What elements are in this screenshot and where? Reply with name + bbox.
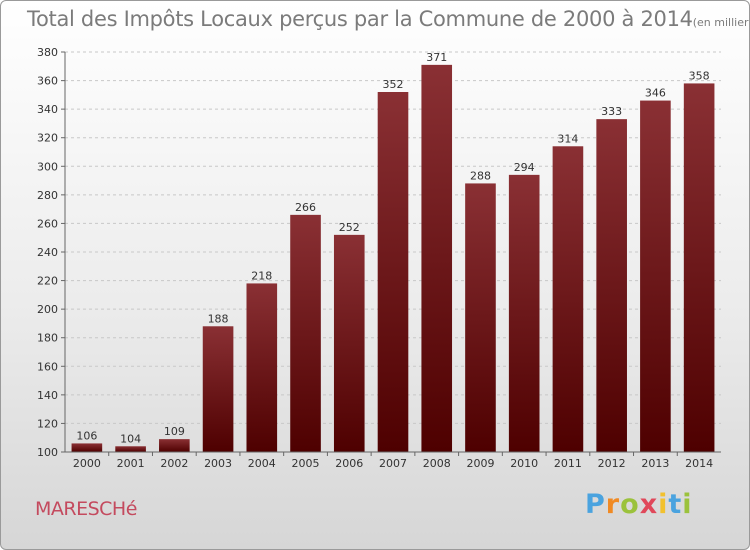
- y-tick-label-280: 280: [37, 189, 58, 202]
- y-tick-label-320: 320: [37, 132, 58, 145]
- x-tick-label-2003: 2003: [204, 457, 232, 470]
- x-tick-label-2007: 2007: [379, 457, 407, 470]
- value-label-2005: 266: [295, 201, 316, 214]
- commune-name: MARESCHé: [35, 498, 137, 520]
- x-axis: 2000 2001 2002 2003 2004 2005 2006 2007 2008 2009…: [65, 451, 721, 470]
- y-tick-label-340: 340: [37, 103, 58, 116]
- x-tick-label-2009: 2009: [466, 457, 494, 470]
- y-tick-label-100: 100: [37, 446, 58, 459]
- value-label-2008: 371: [426, 51, 447, 64]
- x-tick-label-2004: 2004: [248, 457, 276, 470]
- y-axis: 100 120 140 160 180 200 220 240 260 280 300 320 340 3…: [37, 46, 66, 459]
- bar-2004: [246, 283, 278, 452]
- bar-2005: [290, 214, 321, 452]
- logo-letter: r: [605, 489, 621, 520]
- bar-2006: [333, 234, 365, 452]
- value-label-2002: 109: [164, 425, 185, 438]
- bar-2000: [71, 443, 103, 452]
- x-tick-label-2014: 2014: [685, 457, 713, 470]
- value-label-2010: 294: [514, 161, 535, 174]
- bar-2007: [377, 92, 409, 452]
- bar-2013: [640, 100, 671, 453]
- value-label-2007: 352: [383, 78, 404, 91]
- x-tick-label-2008: 2008: [423, 457, 451, 470]
- value-label-2009: 288: [470, 169, 491, 182]
- bar-2001: [115, 446, 146, 452]
- chart-title: Total des Impôts Locaux perçus par la Co…: [27, 7, 749, 31]
- y-tick-label-120: 120: [37, 417, 58, 430]
- x-tick-label-2002: 2002: [160, 457, 188, 470]
- x-tick-label-2001: 2001: [117, 457, 145, 470]
- logo-letter: x: [639, 489, 659, 520]
- y-tick-label-220: 220: [37, 275, 58, 288]
- bar-2002: [159, 439, 190, 452]
- bar-2008: [421, 64, 453, 452]
- value-label-2003: 188: [208, 312, 229, 325]
- x-tick-label-2010: 2010: [510, 457, 538, 470]
- bar-2014: [683, 83, 715, 452]
- proxiti-logo[interactable]: Proxiti: [585, 489, 693, 520]
- x-tick-label-2011: 2011: [554, 457, 582, 470]
- logo-letter: i: [658, 489, 669, 520]
- y-tick-label-360: 360: [37, 75, 58, 88]
- y-tick-label-380: 380: [37, 46, 58, 59]
- logo-letter: P: [585, 489, 606, 520]
- y-tick-label-300: 300: [37, 160, 58, 173]
- value-label-2004: 218: [251, 269, 272, 282]
- value-label-2001: 104: [120, 432, 141, 445]
- bar-2012: [596, 119, 627, 453]
- y-tick-label-160: 160: [37, 360, 58, 373]
- bar-2010: [508, 174, 540, 452]
- value-label-2000: 106: [76, 429, 97, 442]
- y-tick-label-140: 140: [37, 389, 58, 402]
- value-label-2013: 346: [645, 87, 666, 100]
- value-label-2011: 314: [557, 132, 578, 145]
- x-tick-label-2013: 2013: [641, 457, 669, 470]
- x-tick-label-2005: 2005: [292, 457, 320, 470]
- x-tick-label-2000: 2000: [73, 457, 101, 470]
- x-tick-label-2012: 2012: [598, 457, 626, 470]
- bar-2011: [552, 146, 584, 453]
- chart-title-unit: (en milliers d'€): [692, 16, 749, 29]
- logo-letter: i: [682, 489, 693, 520]
- logo-letter: t: [668, 489, 683, 520]
- bar-2003: [202, 326, 234, 452]
- bar-series: 106 104 109 188 218 266 252 352 371 288 294 314 333 3…: [71, 51, 715, 453]
- y-tick-label-240: 240: [37, 246, 58, 259]
- x-tick-label-2006: 2006: [335, 457, 363, 470]
- y-tick-label-260: 260: [37, 217, 58, 230]
- value-label-2012: 333: [601, 105, 622, 118]
- y-tick-label-180: 180: [37, 332, 58, 345]
- y-tick-label-200: 200: [37, 303, 58, 316]
- chart-title-text: Total des Impôts Locaux perçus par la Co…: [27, 7, 693, 31]
- value-label-2006: 252: [339, 221, 360, 234]
- bar-2009: [465, 183, 496, 452]
- logo-letter: o: [620, 489, 640, 520]
- value-label-2014: 358: [689, 69, 710, 82]
